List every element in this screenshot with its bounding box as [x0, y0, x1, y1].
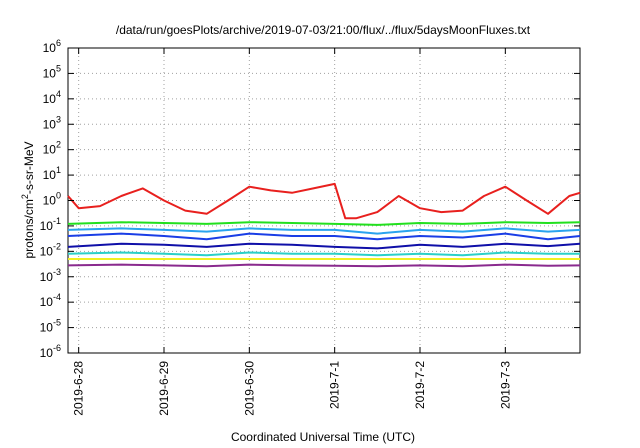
y-tick-label: 106: [43, 38, 61, 55]
y-tick-label: 10-3: [40, 267, 61, 284]
series-line-1: [67, 182, 581, 220]
y-tick-label: 101: [43, 165, 61, 182]
series-line-4: [67, 232, 581, 241]
data-series: [67, 182, 581, 268]
y-tick-label: 102: [43, 140, 61, 157]
x-tick-label: 2019-7-1: [328, 361, 342, 409]
series-line-8: [67, 263, 581, 268]
y-tick-label: 10-1: [40, 216, 61, 233]
y-tick-label: 10-6: [40, 343, 61, 360]
y-tick-label: 104: [43, 89, 61, 106]
grid-lines: [68, 48, 580, 353]
y-tick-label: 105: [43, 63, 61, 80]
y-tick-label: 10-2: [40, 241, 61, 258]
y-tick-label: 103: [43, 114, 61, 131]
x-axis-ticks: 2019-6-28 2019-6-29 2019-6-30 2019-7-1 2019-…: [72, 48, 512, 416]
x-tick-label: 2019-7-3: [498, 361, 512, 409]
series-line-6: [67, 251, 580, 257]
series-line-5: [67, 242, 581, 250]
series-line-2: [67, 221, 581, 226]
y-tick-label: 10-4: [40, 292, 61, 309]
x-tick-label: 2019-6-29: [157, 361, 171, 416]
y-axis-label: protons/cm2-s-sr-MeV: [20, 141, 36, 258]
x-tick-label: 2019-7-2: [413, 361, 427, 409]
chart-title: /data/run/goesPlots/archive/2019-07-03/2…: [116, 23, 531, 37]
y-tick-label: 100: [43, 191, 61, 208]
y-tick-label: 10-5: [40, 318, 61, 335]
x-axis-label: Coordinated Universal Time (UTC): [231, 430, 415, 444]
y-axis-ticks: 106 105 104 103 102 101 100 10-1 10-2 10-3 10-4 10-…: [40, 38, 580, 360]
x-tick-label: 2019-6-28: [72, 361, 86, 416]
x-tick-label: 2019-6-30: [242, 361, 256, 416]
series-line-3: [67, 227, 581, 235]
